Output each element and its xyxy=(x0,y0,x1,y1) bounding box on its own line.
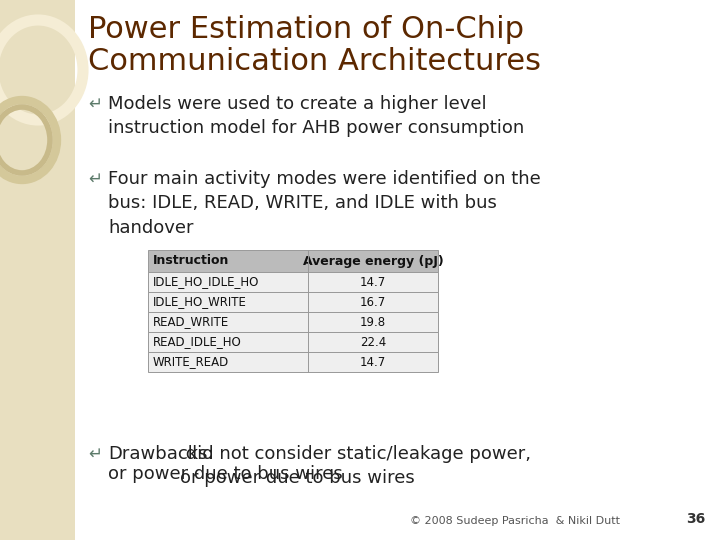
Bar xyxy=(148,272,438,292)
Text: 16.7: 16.7 xyxy=(360,295,386,308)
Bar xyxy=(0,0,75,540)
Text: 36: 36 xyxy=(685,512,705,526)
Text: Power Estimation of On-Chip: Power Estimation of On-Chip xyxy=(88,15,524,44)
Text: WRITE_READ: WRITE_READ xyxy=(153,355,229,368)
Text: 19.8: 19.8 xyxy=(360,315,386,328)
Text: IDLE_HO_IDLE_HO: IDLE_HO_IDLE_HO xyxy=(153,275,259,288)
Text: Average energy (pJ): Average energy (pJ) xyxy=(302,254,444,267)
Text: or power due to bus wires: or power due to bus wires xyxy=(108,465,343,483)
Text: Four main activity modes were identified on the
bus: IDLE, READ, WRITE, and IDLE: Four main activity modes were identified… xyxy=(108,170,541,237)
Bar xyxy=(148,352,438,372)
Bar xyxy=(148,332,438,352)
Text: Communication Architectures: Communication Architectures xyxy=(88,47,541,76)
Text: 22.4: 22.4 xyxy=(360,335,386,348)
Bar xyxy=(148,292,438,312)
Text: READ_IDLE_HO: READ_IDLE_HO xyxy=(153,335,242,348)
Text: © 2008 Sudeep Pasricha  & Nikil Dutt: © 2008 Sudeep Pasricha & Nikil Dutt xyxy=(410,516,620,526)
Text: READ_WRITE: READ_WRITE xyxy=(153,315,229,328)
Text: ↵: ↵ xyxy=(88,445,102,463)
Text: 14.7: 14.7 xyxy=(360,355,386,368)
Bar xyxy=(148,250,438,272)
Text: IDLE_HO_WRITE: IDLE_HO_WRITE xyxy=(153,295,247,308)
Text: ↵: ↵ xyxy=(88,170,102,188)
Text: 14.7: 14.7 xyxy=(360,275,386,288)
Text: ↵: ↵ xyxy=(88,95,102,113)
Bar xyxy=(148,312,438,332)
Text: Drawbacks:: Drawbacks: xyxy=(108,445,214,463)
Text: Models were used to create a higher level
instruction model for AHB power consum: Models were used to create a higher leve… xyxy=(108,95,524,137)
Text: did not consider static/leakage power,
or power due to bus wires: did not consider static/leakage power, o… xyxy=(180,445,531,487)
Text: Instruction: Instruction xyxy=(153,254,230,267)
